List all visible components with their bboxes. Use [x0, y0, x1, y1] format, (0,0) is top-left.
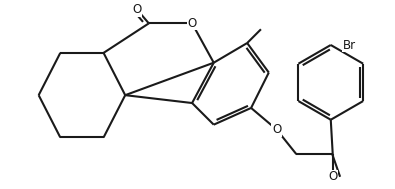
Text: O: O	[328, 170, 337, 183]
Text: O: O	[188, 17, 197, 30]
Text: O: O	[272, 123, 281, 136]
Text: Br: Br	[342, 39, 356, 52]
Text: O: O	[132, 3, 142, 16]
